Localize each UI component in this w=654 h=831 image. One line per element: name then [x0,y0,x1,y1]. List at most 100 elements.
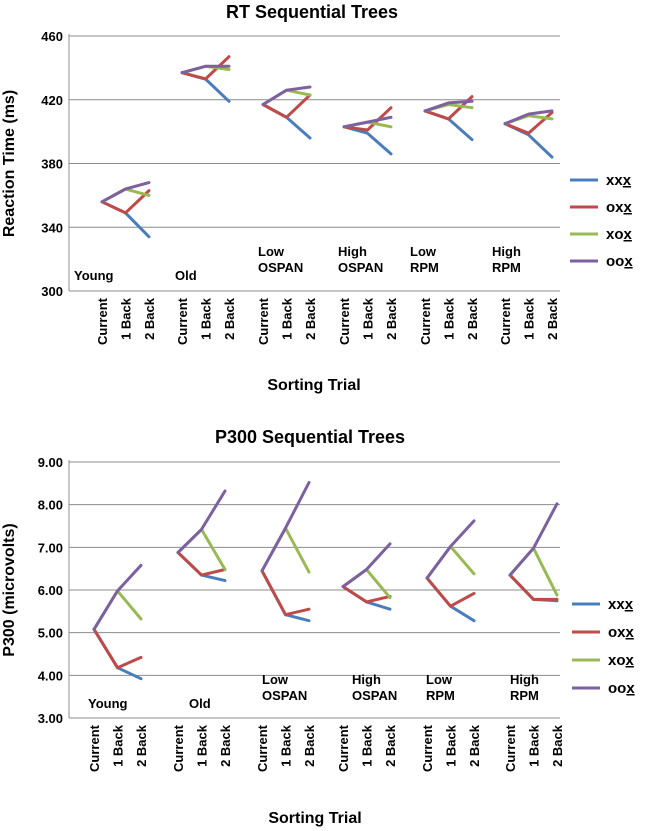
group-label: High OSPAN [338,244,383,275]
group-label-line: Low [258,244,285,259]
x-tick-label: 2 Back [134,724,149,767]
group-label-line: RPM [426,688,455,703]
y-axis-title: P300 (microvolts) [1,523,18,656]
x-tick-label: 1 Back [280,297,295,340]
y-tick-label: 300 [41,284,63,299]
series-line-oxx [100,189,151,215]
series-line-oxx [503,111,554,135]
x-tick-label: 1 Back [361,297,376,340]
x-tick-label: 2 Back [545,297,560,340]
group-label-line: RPM [410,260,439,275]
x-tick-label: Current [95,297,110,345]
x-tick-label: 1 Back [442,297,457,340]
y-tick-label: 6.00 [38,583,63,598]
x-axis-title: Sorting Trial [268,810,361,827]
series-line-xox [341,568,392,600]
series-line-xxx [503,122,554,159]
x-tick-label: 1 Back [119,297,134,340]
y-axis-title: Reaction Time (ms) [1,90,18,237]
group-label-line: Old [189,696,211,711]
legend-text: oo [606,253,624,270]
legend-entry-xox: xox [608,652,635,669]
group-label-line: RPM [492,260,521,275]
legend-text-underlined: x [626,652,635,669]
group-label-line: High [492,244,521,259]
legend-entry-oxx: oxx [608,624,635,641]
legend-text: xx [608,596,625,613]
group-label-line: OSPAN [258,260,303,275]
x-tick-label: 2 Back [303,297,318,340]
series-line-oox [92,563,143,631]
legend-text-underlined: x [624,199,633,216]
series-line-xox [425,545,476,580]
series-line-xxx [423,109,474,142]
y-tick-label: 3.00 [38,711,63,726]
x-tick-label: Current [418,297,433,345]
group-label-line: Low [410,244,437,259]
y-tick-label: 380 [41,157,63,172]
series-line-oox [260,481,311,573]
x-tick-label: 1 Back [522,297,537,340]
group-label: High RPM [492,244,521,275]
series-line-oxx [508,573,559,601]
series-line-oox [100,181,151,204]
x-tick-label: Current [256,297,271,345]
x-tick-label: 1 Back [195,724,210,767]
legend-text-underlined: x [624,253,633,270]
x-tick-label: 2 Back [467,724,482,767]
group-label: High RPM [510,672,539,703]
legend-entry-oxx: oxx [606,199,633,216]
series-line-xxx [100,200,151,239]
y-tick-label: 4.00 [38,668,63,683]
x-tick-label: Current [87,724,102,772]
group-label-line: Young [74,268,114,283]
legend-entry-xxx: xxx [608,596,634,613]
x-tick-label: Current [336,724,351,772]
group-label-line: RPM [510,688,539,703]
x-tick-label: Current [498,297,513,345]
x-tick-label: 2 Back [218,724,233,767]
group-label-line: High [352,672,381,687]
x-tick-label: Current [175,297,190,345]
group-label-line: High [510,672,539,687]
x-tick-label: 2 Back [302,724,317,767]
x-tick-label: Current [420,724,435,772]
legend-entry-xxx: xxx [606,172,632,189]
series-line-oxx [176,551,227,577]
series-line-oox [261,85,312,106]
series-line-oxx [180,55,231,81]
series-line-oox [342,115,393,129]
x-tick-label: 1 Back [360,724,375,767]
legend-text: xo [606,226,624,243]
chart-title: RT Sequential Trees [226,2,398,22]
series-line-oox [423,99,474,113]
x-tick-label: 2 Back [222,297,237,340]
x-tick-label: 1 Back [527,724,542,767]
group-label: Young [74,268,114,283]
group-label: Low RPM [426,672,455,703]
x-tick-label: 2 Back [383,724,398,767]
group-label: Low OSPAN [262,672,307,703]
legend-text-underlined: x [623,172,632,189]
group-label-line: OSPAN [338,260,383,275]
series-line-xxx [92,627,143,681]
x-tick-label: Current [503,724,518,772]
chart-title: P300 Sequential Trees [215,427,405,447]
series-line-xox [176,527,227,571]
p300-sequential-trees-chart: P300 Sequential Trees 3.00 4.00 5.00 6.00 7.0… [1,427,635,827]
legend-text: xo [608,652,626,669]
legend-text-underlined: x [624,226,633,243]
group-label-line: Old [175,268,197,283]
legend-entry-oox: oox [606,253,633,270]
x-tick-label: 2 Back [465,297,480,340]
series-line-oxx [261,93,312,119]
series-line-oox [425,519,476,580]
legend-text: ox [608,624,626,641]
series-line-xox [92,589,143,631]
group-label: Low RPM [410,244,439,275]
legend-entry-oox: oox [608,680,635,697]
series-line-oxx [92,627,143,670]
legend-entry-xox: xox [606,226,633,243]
series-line-oox [176,489,227,554]
